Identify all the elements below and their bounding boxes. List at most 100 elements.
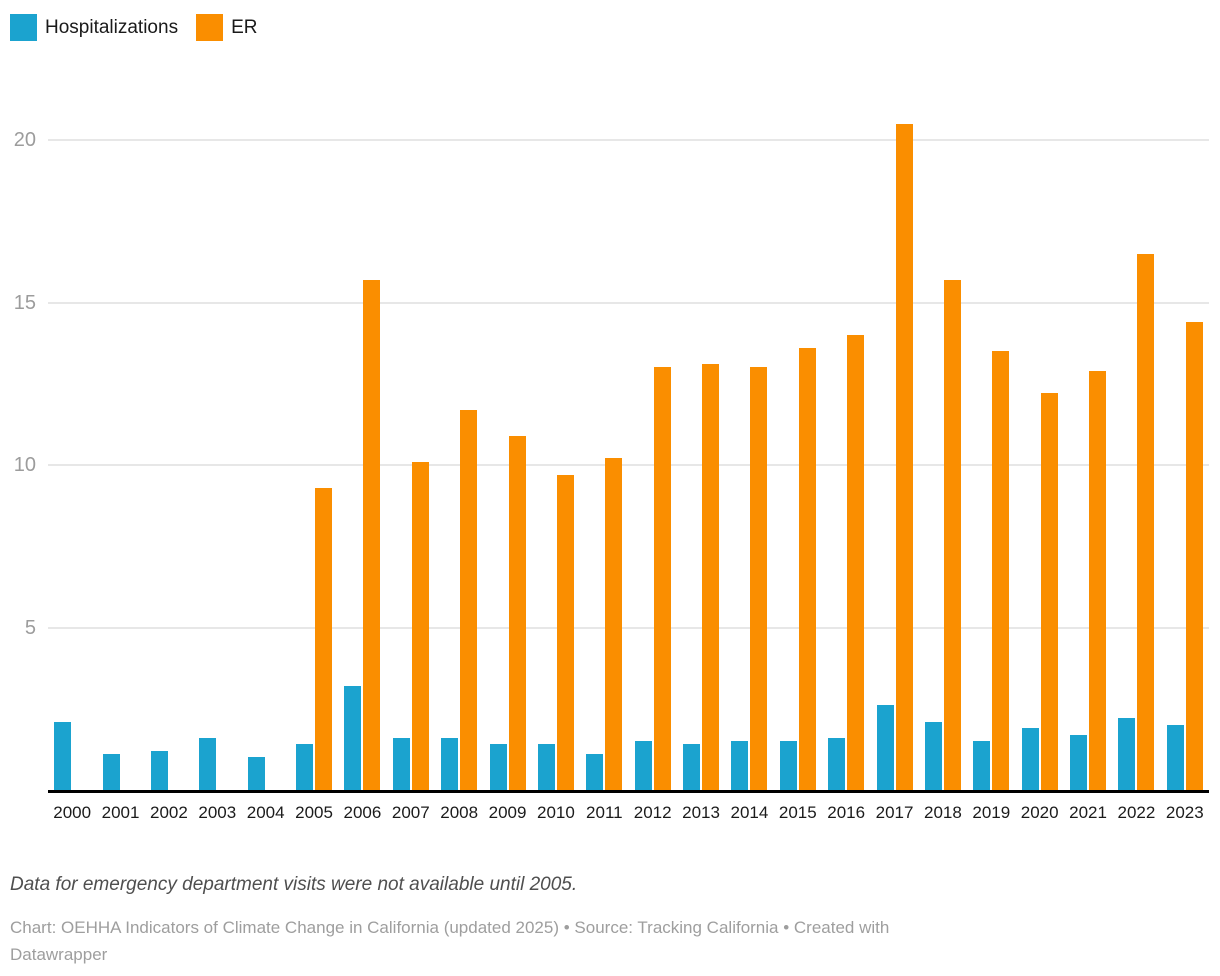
bar-group-2013 bbox=[677, 110, 725, 790]
bar-hospitalizations-2017[interactable] bbox=[876, 705, 894, 790]
bars-container bbox=[48, 110, 1209, 790]
bar-hospitalizations-2014[interactable] bbox=[731, 741, 749, 790]
bar-hospitalizations-2009[interactable] bbox=[489, 744, 507, 790]
x-tick-label-2019: 2019 bbox=[972, 803, 1011, 822]
x-tick-label-2014: 2014 bbox=[730, 803, 769, 822]
bar-er-2015[interactable] bbox=[798, 348, 816, 790]
bar-group-2023 bbox=[1161, 110, 1209, 790]
gridline-5 bbox=[48, 626, 1209, 629]
bar-group-2018 bbox=[919, 110, 967, 790]
bar-hospitalizations-2015[interactable] bbox=[779, 741, 797, 790]
bar-hospitalizations-2020[interactable] bbox=[1021, 728, 1039, 790]
credit-line-2: Datawrapper bbox=[10, 945, 108, 964]
x-tick-label-2012: 2012 bbox=[633, 803, 672, 822]
x-tick-label-2013: 2013 bbox=[682, 803, 720, 822]
legend-swatch-er bbox=[196, 14, 224, 41]
bar-er-2011[interactable] bbox=[605, 458, 623, 790]
bar-group-2003 bbox=[193, 110, 241, 790]
bar-group-2019 bbox=[967, 110, 1015, 790]
bar-er-2007[interactable] bbox=[411, 462, 429, 790]
y-tick-label-5: 5 bbox=[24, 616, 36, 639]
bar-er-2012[interactable] bbox=[653, 367, 671, 790]
plot-area bbox=[48, 110, 1209, 790]
x-tick-label-2023: 2023 bbox=[1165, 803, 1204, 822]
bar-hospitalizations-2012[interactable] bbox=[634, 741, 652, 790]
bar-er-2014[interactable] bbox=[750, 367, 768, 790]
legend-label-hospitalizations: Hospitalizations bbox=[45, 17, 179, 38]
bar-er-2018[interactable] bbox=[943, 280, 961, 790]
x-tick-label-2008: 2008 bbox=[440, 803, 479, 822]
legend-item-hospitalizations: Hospitalizations bbox=[10, 14, 178, 41]
bar-hospitalizations-2011[interactable] bbox=[586, 754, 604, 790]
x-tick-label-2006: 2006 bbox=[343, 803, 382, 822]
x-tick-label-2001: 2001 bbox=[101, 803, 140, 822]
bar-group-2016 bbox=[822, 110, 870, 790]
bar-hospitalizations-2003[interactable] bbox=[199, 738, 217, 790]
bar-group-2021 bbox=[1064, 110, 1112, 790]
bar-group-2002 bbox=[145, 110, 193, 790]
bar-hospitalizations-2004[interactable] bbox=[247, 757, 265, 790]
bar-er-2008[interactable] bbox=[460, 410, 478, 790]
bar-group-2012 bbox=[629, 110, 677, 790]
bar-er-2017[interactable] bbox=[895, 124, 913, 790]
bar-er-2009[interactable] bbox=[508, 436, 526, 790]
gridline-15 bbox=[48, 301, 1209, 304]
bar-group-2001 bbox=[96, 110, 144, 790]
x-tick-label-2007: 2007 bbox=[391, 803, 430, 822]
bar-hospitalizations-2021[interactable] bbox=[1070, 735, 1088, 790]
bar-hospitalizations-2013[interactable] bbox=[683, 744, 701, 790]
bar-er-2006[interactable] bbox=[363, 280, 381, 790]
bar-hospitalizations-2010[interactable] bbox=[537, 744, 555, 790]
bar-group-2020 bbox=[1016, 110, 1064, 790]
x-tick-label-2000: 2000 bbox=[53, 803, 92, 822]
bar-hospitalizations-2018[interactable] bbox=[924, 722, 942, 790]
bar-er-2020[interactable] bbox=[1040, 393, 1058, 790]
bar-group-2010 bbox=[532, 110, 580, 790]
bar-er-2016[interactable] bbox=[847, 335, 865, 790]
bar-er-2021[interactable] bbox=[1089, 371, 1107, 790]
bar-er-2005[interactable] bbox=[315, 488, 333, 790]
x-tick-label-2022: 2022 bbox=[1117, 803, 1156, 822]
bar-hospitalizations-2001[interactable] bbox=[102, 754, 120, 790]
x-tick-label-2010: 2010 bbox=[537, 803, 575, 822]
bar-hospitalizations-2006[interactable] bbox=[344, 686, 362, 790]
bar-hospitalizations-2023[interactable] bbox=[1166, 725, 1184, 790]
x-tick-label-2017: 2017 bbox=[875, 803, 914, 822]
legend-swatch-hospitalizations bbox=[10, 14, 37, 41]
bar-group-2011 bbox=[580, 110, 628, 790]
bar-group-2008 bbox=[435, 110, 483, 790]
bar-group-2004 bbox=[242, 110, 290, 790]
bar-hospitalizations-2000[interactable] bbox=[54, 722, 72, 790]
bar-hospitalizations-2022[interactable] bbox=[1118, 718, 1136, 790]
bar-er-2013[interactable] bbox=[702, 364, 720, 790]
bar-hospitalizations-2008[interactable] bbox=[441, 738, 459, 790]
gridline-20 bbox=[48, 139, 1209, 141]
y-tick-label-10: 10 bbox=[13, 454, 36, 476]
x-tick-label-2015: 2015 bbox=[778, 803, 817, 822]
credit: Chart: OEHHA Indicators of Climate Chang… bbox=[10, 914, 889, 968]
gridline-10 bbox=[48, 464, 1209, 466]
bar-hospitalizations-2005[interactable] bbox=[296, 744, 314, 790]
bar-group-2005 bbox=[290, 110, 338, 790]
bar-er-2019[interactable] bbox=[992, 351, 1010, 790]
footnote: Data for emergency department visits wer… bbox=[10, 874, 578, 895]
x-tick-label-2018: 2018 bbox=[924, 803, 962, 822]
x-tick-label-2003: 2003 bbox=[198, 803, 237, 822]
bar-group-2000 bbox=[48, 110, 96, 790]
bar-hospitalizations-2002[interactable] bbox=[150, 751, 168, 790]
bar-group-2015 bbox=[774, 110, 822, 790]
bar-hospitalizations-2016[interactable] bbox=[828, 738, 846, 790]
bar-group-2014 bbox=[725, 110, 773, 790]
x-tick-label-2016: 2016 bbox=[827, 803, 866, 822]
bar-er-2010[interactable] bbox=[556, 475, 574, 790]
x-tick-label-2021: 2021 bbox=[1069, 803, 1107, 822]
bar-er-2022[interactable] bbox=[1137, 254, 1155, 790]
legend: Hospitalizations ER bbox=[10, 14, 257, 41]
legend-label-er: ER bbox=[231, 17, 258, 38]
bar-group-2009 bbox=[483, 110, 531, 790]
x-tick-label-2002: 2002 bbox=[150, 803, 188, 822]
bar-hospitalizations-2007[interactable] bbox=[392, 738, 410, 790]
bar-hospitalizations-2019[interactable] bbox=[973, 741, 991, 790]
bar-er-2023[interactable] bbox=[1185, 322, 1203, 790]
